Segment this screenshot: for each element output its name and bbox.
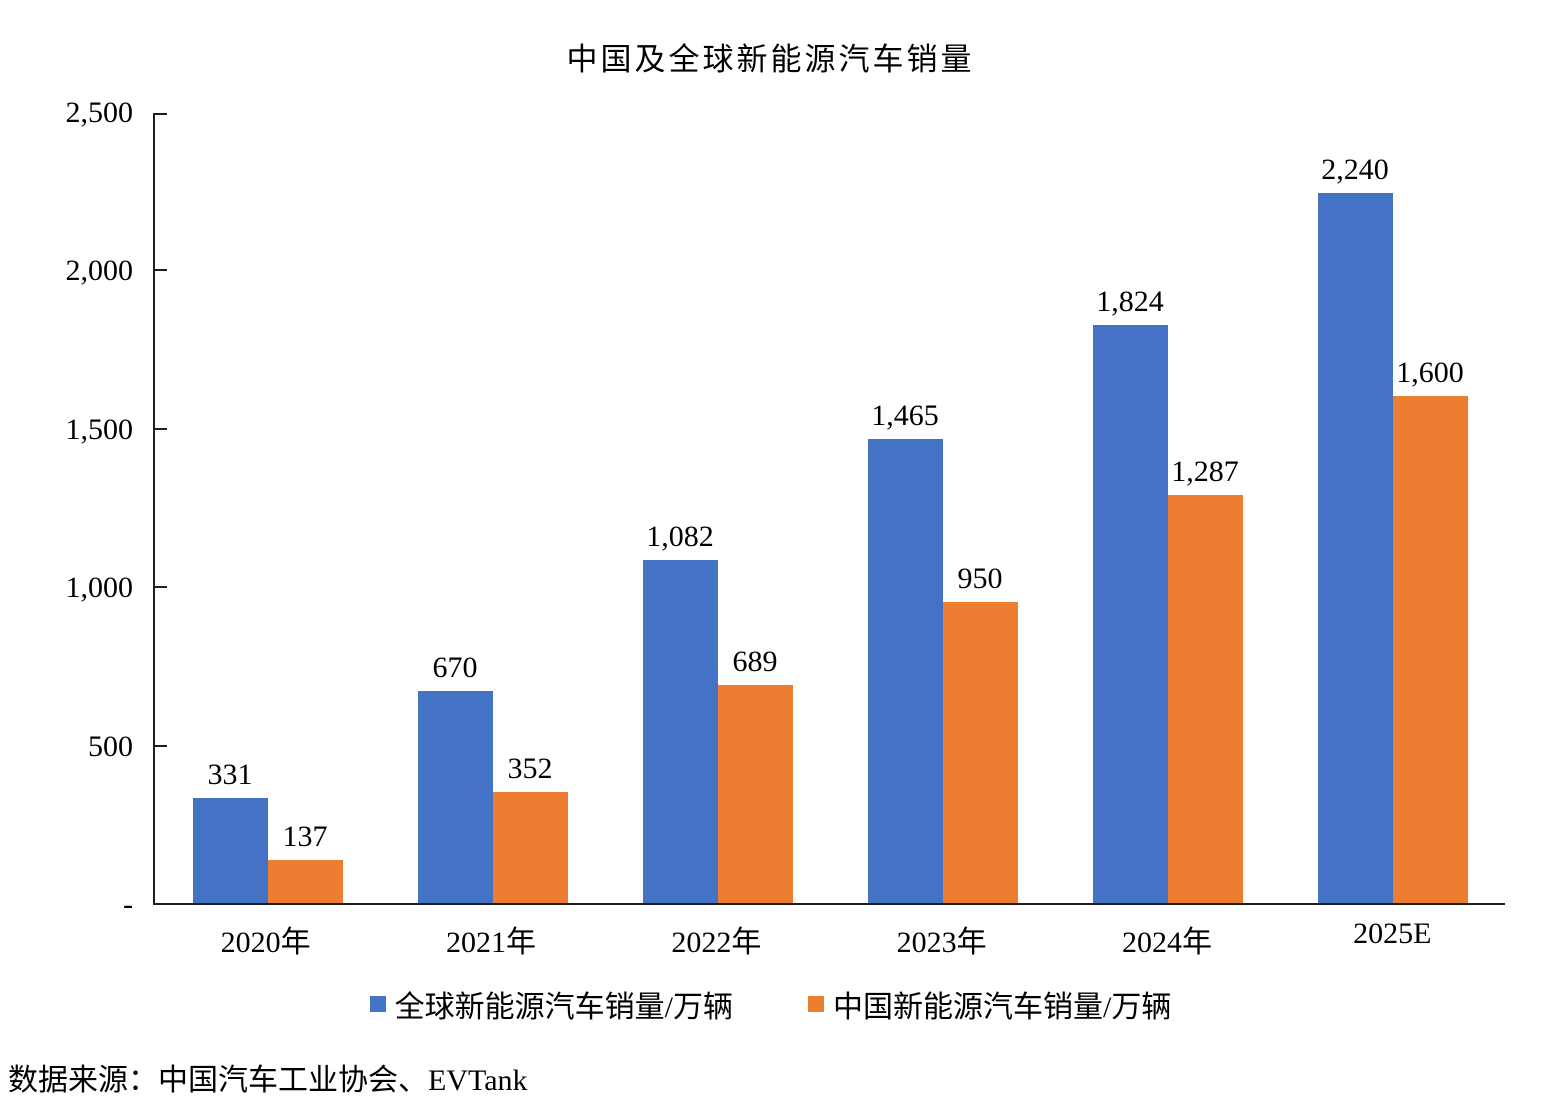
x-axis-labels: 2020年 2021年 2022年 2023年 2024年 2025E (153, 917, 1505, 961)
y-axis-tick (155, 427, 167, 430)
bar (417, 690, 493, 903)
x-tick-label: 2021年 (445, 926, 536, 959)
legend: 全球新能源汽车销量/万辆 中国新能源汽车销量/万辆 (0, 982, 1541, 1026)
y-axis-tick (155, 586, 167, 589)
bars-container: 331 137 670 352 1,082 689 1,465 950 1,824 1,287 2,… (155, 113, 1505, 903)
y-tick-label: 1,500 (65, 412, 134, 446)
plot-area: 331 137 670 352 1,082 689 1,465 950 1,824 1,287 2,… (153, 113, 1505, 905)
y-tick-label: 500 (88, 729, 133, 763)
bar-value-label: 137 (282, 819, 328, 853)
bar-column: 950 (942, 113, 1018, 903)
bar (267, 859, 343, 903)
bar-column: 1,082 (642, 113, 718, 903)
x-tick-label: 2023年 (896, 926, 987, 959)
y-axis-tick (155, 744, 167, 747)
bar-column: 1,465 (867, 113, 943, 903)
bar (642, 560, 718, 903)
y-axis-labels: - 500 1,000 1,500 2,000 2,500 (0, 98, 134, 920)
source-note: 数据来源：中国汽车工业协会、EVTank (8, 1064, 528, 1097)
bar-value-label: 331 (207, 758, 253, 792)
bar (192, 798, 268, 903)
y-tick-label: 2,000 (65, 254, 134, 288)
bar-column: 2,240 (1317, 113, 1393, 903)
bar-group: 331 137 (155, 113, 380, 903)
bar-value-label: 1,600 (1396, 356, 1464, 390)
bar (717, 684, 793, 903)
legend-label-global: 全球新能源汽车销量/万辆 (394, 991, 733, 1024)
bar-column: 689 (717, 113, 793, 903)
bar-value-label: 1,465 (871, 398, 939, 432)
y-tick-label: 2,500 (65, 96, 134, 129)
bar-value-label: 1,082 (646, 520, 714, 554)
bar-value-label: 670 (432, 650, 478, 684)
bar-group: 1,082 689 (605, 113, 830, 903)
chart-title: 中国及全球新能源汽车销量 (566, 42, 975, 77)
bar-column: 670 (417, 113, 493, 903)
y-tick-label: 1,000 (65, 571, 134, 605)
bar-value-label: 2,240 (1321, 153, 1389, 187)
x-tick-label: 2020年 (220, 926, 311, 959)
bar-group: 670 352 (380, 113, 605, 903)
x-tick-label: 2022年 (671, 926, 762, 959)
bar-group: 2,240 1,600 (1280, 113, 1505, 903)
bar (1392, 396, 1468, 903)
bar (1317, 193, 1393, 903)
bar (942, 602, 1018, 903)
bar (867, 438, 943, 903)
bar-value-label: 352 (507, 751, 553, 785)
bar-group: 1,465 950 (830, 113, 1055, 903)
bar-value-label: 1,287 (1171, 455, 1239, 489)
bar (1167, 495, 1243, 903)
legend-swatch-global-icon (369, 996, 386, 1012)
bar-column: 352 (492, 113, 568, 903)
x-tick-label: 2024年 (1121, 926, 1212, 959)
bar (492, 791, 568, 903)
y-axis-tick (155, 113, 167, 115)
bar-column: 1,824 (1092, 113, 1168, 903)
bar-value-label: 689 (732, 644, 778, 678)
y-axis-tick (155, 269, 167, 272)
legend-item-global: 全球新能源汽车销量/万辆 (369, 982, 733, 1026)
x-tick-label: 2025E (1353, 917, 1432, 950)
bar-column: 1,600 (1392, 113, 1468, 903)
y-tick-label: - (123, 888, 133, 921)
legend-swatch-china-icon (808, 996, 824, 1012)
bar-column: 331 (192, 113, 268, 903)
bar-column: 137 (267, 113, 343, 903)
bar-column: 1,287 (1167, 113, 1243, 903)
legend-label-china: 中国新能源汽车销量/万辆 (833, 991, 1172, 1024)
bar-value-label: 950 (957, 562, 1003, 596)
bar-group: 1,824 1,287 (1055, 113, 1280, 903)
legend-item-china: 中国新能源汽车销量/万辆 (808, 982, 1171, 1026)
bar-value-label: 1,824 (1096, 285, 1164, 319)
bar (1092, 325, 1168, 903)
